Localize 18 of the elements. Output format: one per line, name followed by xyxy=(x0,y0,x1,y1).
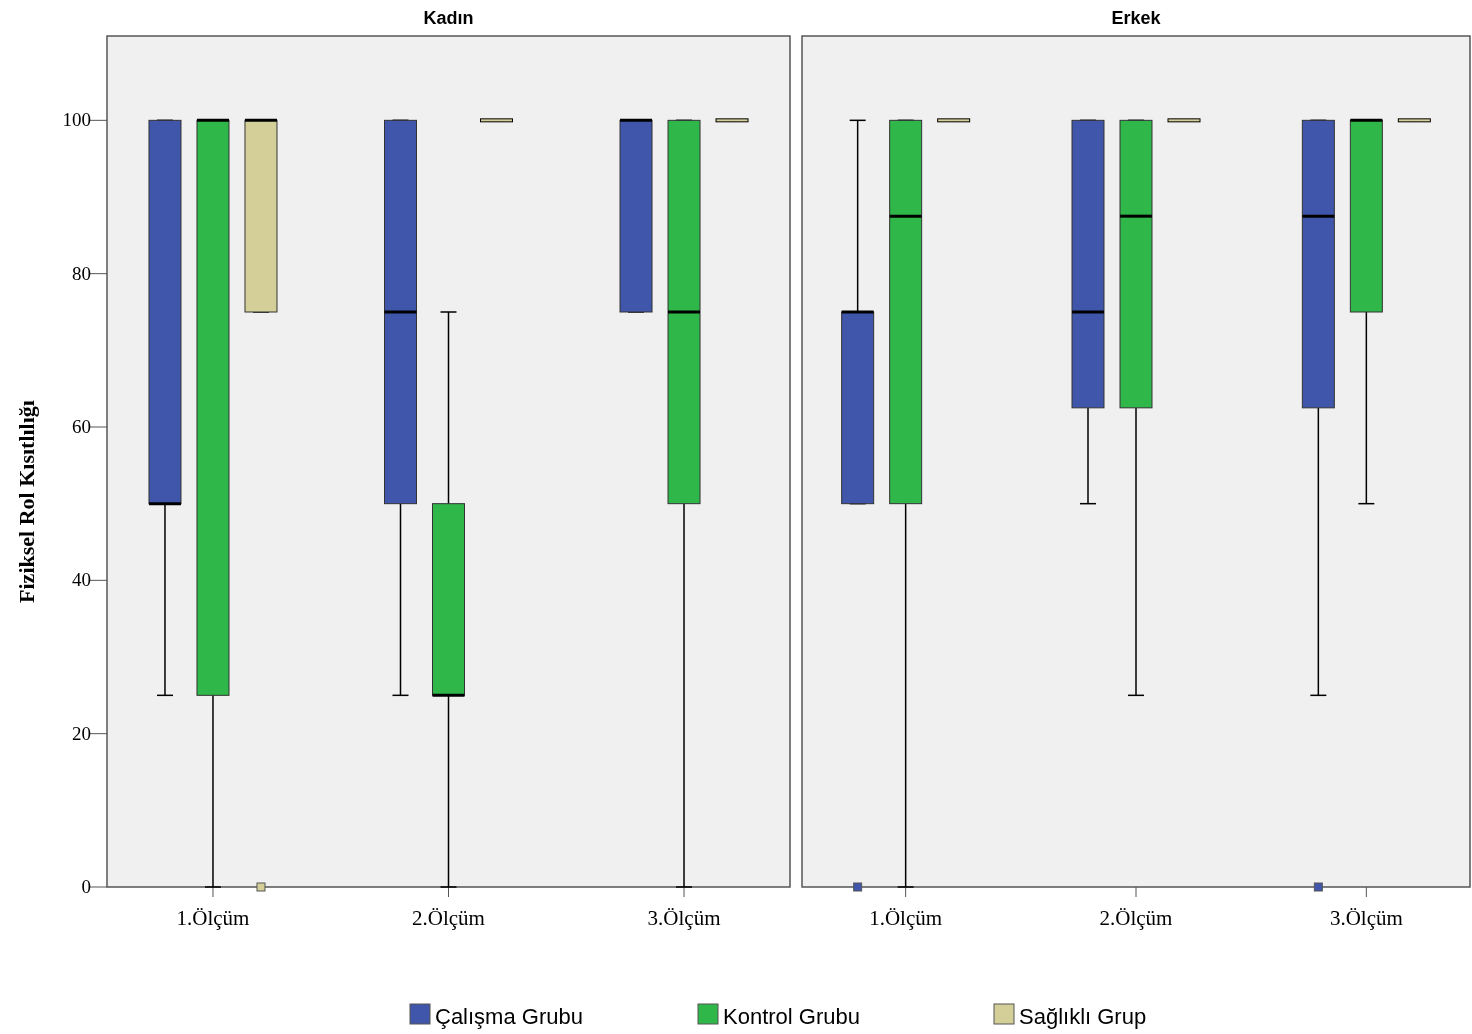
x-tick-label: 3.Ölçüm xyxy=(647,906,721,930)
chart-title: Kadın xyxy=(423,8,474,28)
y-axis-title: Fiziksel Rol Kısıtlılığı xyxy=(14,400,39,603)
x-tick-label: 2.Ölçüm xyxy=(412,906,485,930)
y-tick-label: 20 xyxy=(72,722,91,744)
y-tick-label: 40 xyxy=(72,569,91,591)
x-tick-label: 3.Ölçüm xyxy=(1329,906,1403,930)
x-tick-label: 1.Ölçüm xyxy=(176,906,250,930)
y-tick-label: 100 xyxy=(62,109,91,131)
legend-label: Sağlıklı Grup xyxy=(1019,1004,1147,1029)
y-tick-label: 0 xyxy=(81,876,91,897)
chart-title: Erkek xyxy=(1111,8,1162,28)
y-tick-label: 80 xyxy=(72,262,91,284)
legend-label: Kontrol Grubu xyxy=(723,1004,860,1029)
legend-label: Çalışma Grubu xyxy=(435,1004,583,1029)
y-tick-label: 60 xyxy=(72,416,91,437)
x-tick-label: 2.Ölçüm xyxy=(1099,906,1173,930)
x-tick-label: 1.Ölçüm xyxy=(869,906,943,930)
